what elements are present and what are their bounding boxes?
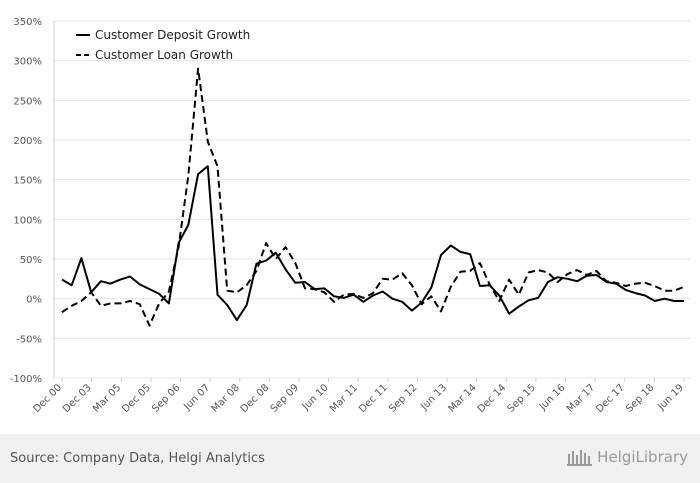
x-tick-label: Dec 14 [476,382,509,415]
x-tick-label: Mar 17 [565,382,597,414]
grid-lines [54,20,690,379]
legend: Customer Deposit Growth Customer Loan Gro… [76,28,250,62]
y-tick-label: 0% [26,295,42,306]
line-chart: -100% -50% 0% 50% 100% 150% 200% 250% 300% 350% D… [10,17,690,415]
x-tick-label: Sep 15 [506,382,538,414]
x-tick-label: Dec 05 [120,382,153,415]
x-tick-label: Sep 18 [624,382,656,414]
x-tick-label: Dec 00 [31,382,64,415]
x-tick-label: Dec 11 [357,382,390,415]
x-tick-label: Jun 16 [537,382,568,413]
x-tick-label: Mar 05 [91,382,123,414]
y-tick-label: -100% [10,374,42,385]
x-tick-label: Dec 03 [61,382,94,415]
x-tick-label: Mar 08 [209,382,241,414]
x-tick-label: Dec 17 [594,382,627,415]
y-tick-label: -50% [16,334,42,345]
source-note: Source: Company Data, Helgi Analytics [10,451,265,466]
y-tick-label: 300% [13,57,42,68]
x-tick-label: Dec 08 [239,382,272,415]
legend-label: Customer Deposit Growth [95,28,250,42]
helgi-library-logo[interactable]: HelgiLibrary [567,448,688,466]
logo-text: HelgiLibrary [597,448,688,466]
y-tick-label: 200% [13,136,42,147]
y-tick-label: 50% [20,255,42,266]
x-tick-label: Sep 09 [269,382,301,414]
x-tick-label: Mar 11 [328,382,360,414]
library-building-icon [567,450,593,466]
x-tick-label: Sep 12 [387,382,419,414]
deposit-growth-line [61,165,684,322]
footer-bar: Source: Company Data, Helgi Analytics He… [0,434,700,483]
y-tick-label: 150% [13,176,42,187]
y-tick-label: 100% [13,215,42,226]
series-lines [61,67,685,327]
x-tick-label: Jun 13 [418,382,449,413]
x-tick-label: Sep 06 [150,382,182,414]
loan-growth-line [61,67,685,327]
x-tick-label: Jun 10 [300,382,331,413]
y-axis-tick-labels: -100% -50% 0% 50% 100% 150% 200% 250% 300% 350% [10,17,42,385]
x-tick-label: Mar 14 [446,382,478,414]
y-tick-label: 350% [13,17,42,28]
x-tick-label: Jun 07 [181,382,212,413]
legend-label: Customer Loan Growth [95,48,233,62]
y-tick-label: 250% [13,96,42,107]
x-tick-label: Jun 19 [655,382,686,413]
